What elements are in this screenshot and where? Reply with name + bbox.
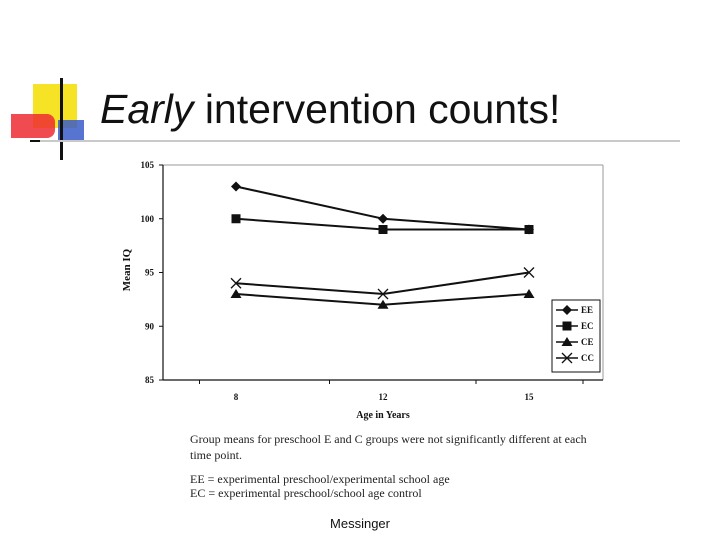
legend-label-cc: CC [581,353,594,363]
caption-line-3: EE = experimental preschool/experimental… [190,472,450,486]
legend-marker-ec [562,321,572,331]
legend-marker-ee [562,305,572,315]
iq-line-chart: 85 90 95 100 105 8 12 15 EE EC CE CC Mean IQ Age in… [121,160,604,421]
legend-marker-ce [561,337,573,346]
x-tick-label: 8 [234,392,239,402]
caption-line-2: time point. [190,448,242,462]
caption-line-1: Group means for preschool E and C groups… [190,432,587,446]
caption-line-4: EC = experimental preschool/school age c… [190,486,422,500]
point-ce-8 [230,289,242,298]
point-cc-12 [377,288,389,300]
point-ec-15 [524,225,534,234]
point-ec-12 [378,225,388,234]
series-line-cc [235,271,530,296]
point-ec-8 [231,214,241,224]
legend-label-ce: CE [581,337,594,347]
title-underline [40,140,680,142]
y-tick-label: 100 [141,214,155,224]
point-cc-8 [230,277,242,289]
slide-title-emphasis: Early [100,86,194,132]
footer-author: Messinger [330,516,390,531]
slide-title-rest: intervention counts! [193,86,561,132]
x-tick-label: 12 [379,392,389,402]
y-tick-label: 85 [145,375,155,385]
x-axis-label: Age in Years [356,410,410,421]
y-tick-label: 105 [141,160,155,170]
point-ee-12 [378,213,388,224]
y-axis-label: Mean IQ [121,248,133,291]
y-tick-label: 95 [145,268,155,278]
deco-vertical-line [60,78,63,160]
legend-box [551,299,601,373]
deco-blue-square [58,120,84,142]
legend-label-ee: EE [581,305,593,315]
point-ce-12 [377,299,389,309]
point-ce-15 [523,289,535,298]
deco-red-bar [11,114,55,138]
y-tick-label: 90 [145,321,155,331]
point-ee-8 [231,181,241,192]
point-cc-15 [523,267,535,278]
legend-label-ec: EC [581,321,594,331]
legend-marker-cc [561,352,573,364]
plot-area: 85 90 95 100 105 8 12 15 EE EC CE CC [141,160,604,402]
x-tick-label: 15 [525,392,535,402]
slide-title: Early intervention counts! [100,86,560,133]
